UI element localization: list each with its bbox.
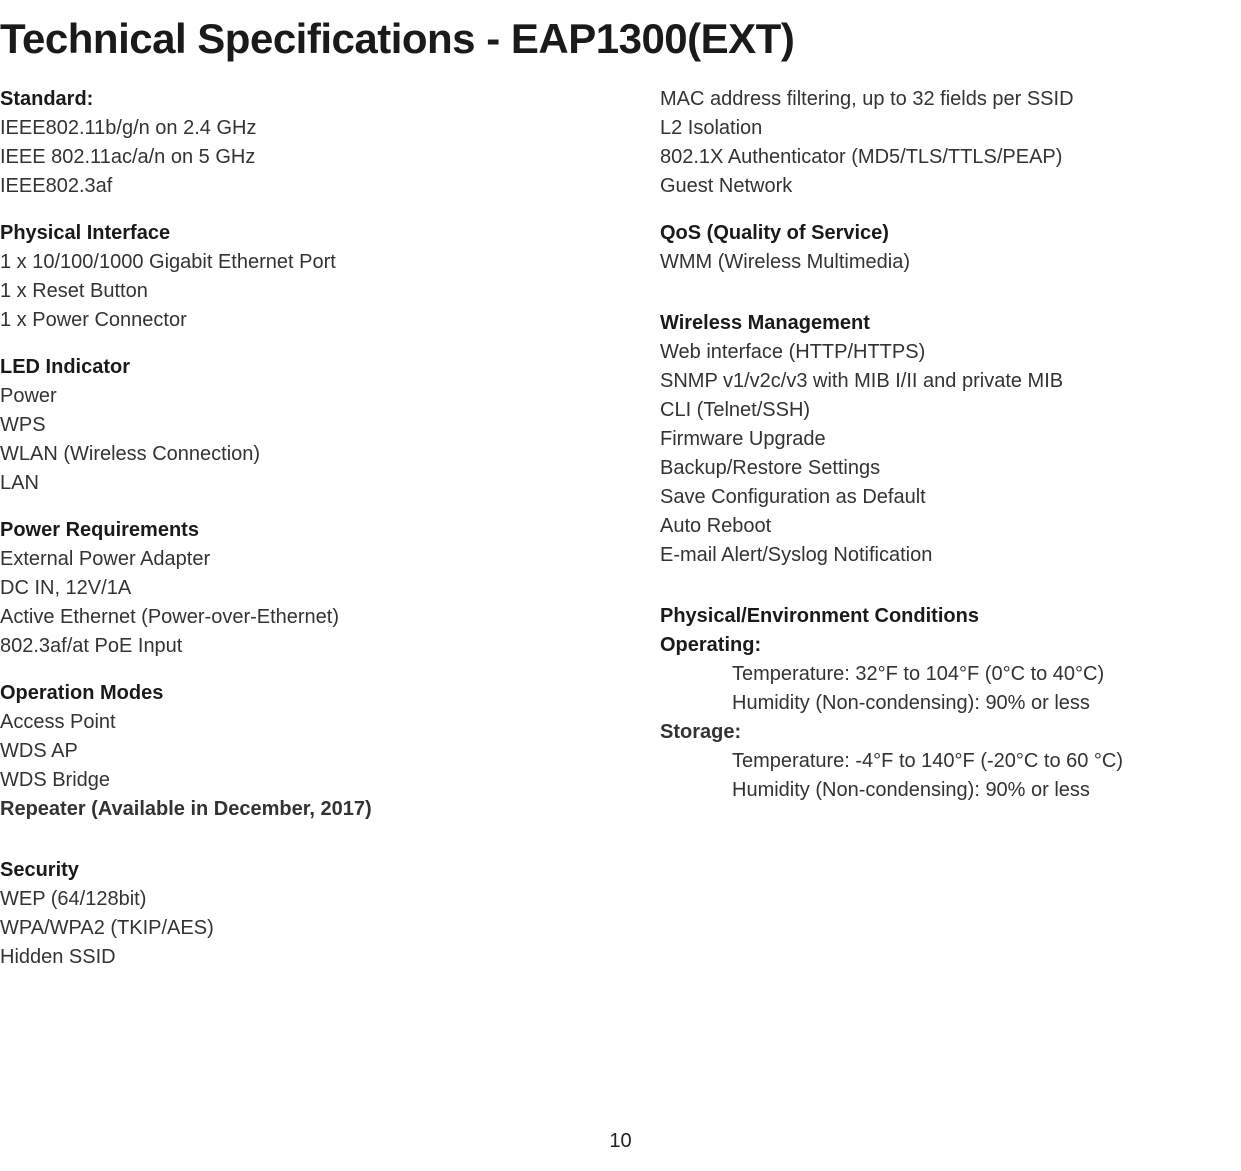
spec-item: External Power Adapter bbox=[0, 545, 520, 574]
spec-item: Temperature: 32°F to 104°F (0°C to 40°C) bbox=[660, 660, 1200, 689]
spec-item: Hidden SSID bbox=[0, 943, 520, 972]
spec-item: Power bbox=[0, 382, 520, 411]
section-operation: Operation Modes Access Point WDS AP WDS … bbox=[0, 679, 520, 824]
spec-item: IEEE802.11b/g/n on 2.4 GHz bbox=[0, 114, 520, 143]
spec-item: WDS AP bbox=[0, 737, 520, 766]
spec-item: Humidity (Non-condensing): 90% or less bbox=[660, 689, 1200, 718]
spec-item: Firmware Upgrade bbox=[660, 425, 1200, 454]
spec-item: 1 x Power Connector bbox=[0, 306, 520, 335]
spec-item: 1 x 10/100/1000 Gigabit Ethernet Port bbox=[0, 248, 520, 277]
spec-item: 802.1X Authenticator (MD5/TLS/TTLS/PEAP) bbox=[660, 143, 1200, 172]
section-security-continued: MAC address filtering, up to 32 fields p… bbox=[660, 85, 1200, 201]
spec-item: IEEE802.3af bbox=[0, 172, 520, 201]
section-physical-env: Physical/Environment Conditions Operatin… bbox=[660, 602, 1200, 805]
left-column: Standard: IEEE802.11b/g/n on 2.4 GHz IEE… bbox=[0, 85, 520, 990]
spec-item-bold: Repeater (Available in December, 2017) bbox=[0, 795, 520, 824]
heading-qos: QoS (Quality of Service) bbox=[660, 219, 1200, 248]
right-column: MAC address filtering, up to 32 fields p… bbox=[660, 85, 1200, 990]
spec-item: Save Configuration as Default bbox=[660, 483, 1200, 512]
spec-item: WPA/WPA2 (TKIP/AES) bbox=[0, 914, 520, 943]
spec-item: L2 Isolation bbox=[660, 114, 1200, 143]
spec-item: IEEE 802.11ac/a/n on 5 GHz bbox=[0, 143, 520, 172]
spec-item: DC IN, 12V/1A bbox=[0, 574, 520, 603]
spec-item: SNMP v1/v2c/v3 with MIB I/II and private… bbox=[660, 367, 1200, 396]
storage-label: Storage: bbox=[660, 718, 1200, 747]
heading-operation: Operation Modes bbox=[0, 679, 520, 708]
storage-label-text: Storage: bbox=[660, 721, 741, 743]
section-wireless-mgmt: Wireless Management Web interface (HTTP/… bbox=[660, 309, 1200, 570]
heading-power: Power Requirements bbox=[0, 516, 520, 545]
section-security: Security WEP (64/128bit) WPA/WPA2 (TKIP/… bbox=[0, 856, 520, 972]
spec-item: Auto Reboot bbox=[660, 512, 1200, 541]
spec-columns: Standard: IEEE802.11b/g/n on 2.4 GHz IEE… bbox=[0, 85, 1241, 990]
spec-item: WDS Bridge bbox=[0, 766, 520, 795]
page-title: Technical Specifications - EAP1300(EXT) bbox=[0, 15, 1241, 63]
spec-item: LAN bbox=[0, 469, 520, 498]
section-physical-interface: Physical Interface 1 x 10/100/1000 Gigab… bbox=[0, 219, 520, 335]
spec-item: WEP (64/128bit) bbox=[0, 885, 520, 914]
page-number: 10 bbox=[609, 1130, 631, 1153]
spec-item: Humidity (Non-condensing): 90% or less bbox=[660, 776, 1200, 805]
spec-item: Guest Network bbox=[660, 172, 1200, 201]
spec-item: 802.3af/at PoE Input bbox=[0, 632, 520, 661]
section-power: Power Requirements External Power Adapte… bbox=[0, 516, 520, 661]
spec-item: Temperature: -4°F to 140°F (-20°C to 60 … bbox=[660, 747, 1200, 776]
spec-item: WPS bbox=[0, 411, 520, 440]
spec-item: Backup/Restore Settings bbox=[660, 454, 1200, 483]
heading-physical: Physical Interface bbox=[0, 219, 520, 248]
spec-item: 1 x Reset Button bbox=[0, 277, 520, 306]
spec-item: E-mail Alert/Syslog Notification bbox=[660, 541, 1200, 570]
spec-item: Access Point bbox=[0, 708, 520, 737]
heading-wireless: Wireless Management bbox=[660, 309, 1200, 338]
spec-item: MAC address filtering, up to 32 fields p… bbox=[660, 85, 1200, 114]
spec-item: CLI (Telnet/SSH) bbox=[660, 396, 1200, 425]
heading-standard: Standard: bbox=[0, 85, 520, 114]
section-led: LED Indicator Power WPS WLAN (Wireless C… bbox=[0, 353, 520, 498]
spec-item: Active Ethernet (Power-over-Ethernet) bbox=[0, 603, 520, 632]
heading-security: Security bbox=[0, 856, 520, 885]
section-standard: Standard: IEEE802.11b/g/n on 2.4 GHz IEE… bbox=[0, 85, 520, 201]
spec-item: Web interface (HTTP/HTTPS) bbox=[660, 338, 1200, 367]
spec-item: WMM (Wireless Multimedia) bbox=[660, 248, 1200, 277]
operating-label: Operating: bbox=[660, 631, 1200, 660]
spec-item: WLAN (Wireless Connection) bbox=[0, 440, 520, 469]
heading-physical-env: Physical/Environment Conditions bbox=[660, 602, 1200, 631]
section-qos: QoS (Quality of Service) WMM (Wireless M… bbox=[660, 219, 1200, 277]
heading-led: LED Indicator bbox=[0, 353, 520, 382]
